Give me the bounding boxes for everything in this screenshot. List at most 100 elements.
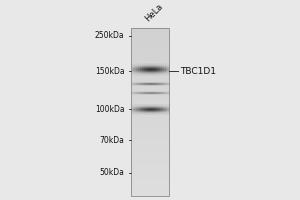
Bar [164, 73, 166, 74]
Bar [146, 75, 148, 76]
Bar [152, 109, 154, 110]
Bar [150, 83, 152, 84]
Bar [158, 94, 160, 95]
Bar [150, 67, 152, 68]
Bar [156, 93, 158, 94]
Bar [138, 72, 141, 73]
Bar [142, 72, 145, 73]
Bar [140, 69, 142, 70]
Bar [160, 110, 162, 111]
Bar [150, 112, 152, 113]
Bar [152, 111, 154, 112]
Bar [144, 91, 146, 92]
Bar [144, 83, 146, 84]
Bar [164, 70, 166, 71]
Bar [158, 66, 160, 67]
Bar [133, 107, 135, 108]
Bar [156, 110, 158, 111]
Bar [156, 72, 158, 73]
Bar [142, 85, 145, 86]
Bar [164, 75, 166, 76]
Bar [136, 82, 139, 83]
Bar [130, 108, 133, 109]
Bar [140, 92, 142, 93]
Bar [134, 105, 137, 106]
Bar [130, 173, 170, 176]
Bar [162, 82, 164, 83]
Bar [156, 105, 158, 106]
Bar [160, 68, 162, 69]
Bar [156, 84, 158, 85]
Bar [140, 71, 142, 72]
Bar [146, 93, 148, 94]
Bar [164, 108, 166, 109]
Bar [162, 110, 164, 111]
Bar [144, 68, 146, 69]
Bar [144, 92, 146, 93]
Bar [130, 85, 133, 86]
Bar [167, 91, 170, 92]
Bar [164, 92, 166, 93]
Bar [162, 91, 164, 92]
Bar [133, 105, 135, 106]
Bar [130, 64, 133, 65]
Bar [138, 114, 141, 115]
Bar [130, 179, 170, 182]
Bar [144, 82, 146, 83]
Bar [146, 111, 148, 112]
Bar [134, 113, 137, 114]
Bar [148, 93, 150, 94]
Bar [134, 114, 137, 115]
Bar [133, 92, 135, 93]
Bar [146, 113, 148, 114]
Bar [136, 82, 139, 83]
Bar [148, 113, 150, 114]
Bar [144, 63, 146, 64]
Bar [148, 106, 150, 107]
Bar [160, 92, 162, 93]
Bar [164, 112, 166, 113]
Bar [152, 83, 154, 84]
Bar [164, 84, 166, 85]
Bar [144, 93, 146, 94]
Bar [160, 105, 162, 106]
Bar [162, 72, 164, 73]
Bar [133, 63, 135, 64]
Bar [133, 94, 135, 95]
Bar [166, 106, 168, 107]
Bar [162, 68, 164, 69]
Bar [156, 73, 158, 74]
Bar [146, 94, 148, 95]
Bar [158, 65, 160, 66]
Bar [146, 91, 148, 92]
Bar [154, 82, 156, 83]
Bar [158, 63, 160, 64]
Bar [136, 112, 139, 113]
Bar [142, 75, 145, 76]
Bar [146, 112, 148, 113]
Bar [166, 83, 168, 84]
Bar [154, 75, 156, 76]
Bar [138, 106, 141, 107]
Bar [133, 69, 135, 70]
Bar [142, 92, 145, 93]
Bar [160, 109, 162, 110]
Bar [134, 106, 137, 107]
Bar [166, 92, 168, 93]
Bar [156, 91, 158, 92]
Bar [150, 74, 152, 75]
Bar [142, 74, 145, 75]
Bar [167, 64, 170, 65]
Bar [152, 109, 154, 110]
Bar [140, 84, 142, 85]
Bar [160, 74, 162, 75]
Bar [154, 112, 156, 113]
Bar [158, 94, 160, 95]
Bar [160, 73, 162, 74]
Bar [160, 71, 162, 72]
Bar [162, 93, 164, 94]
Bar [164, 92, 166, 93]
Bar [150, 92, 152, 93]
Bar [130, 117, 170, 120]
Bar [146, 94, 148, 95]
